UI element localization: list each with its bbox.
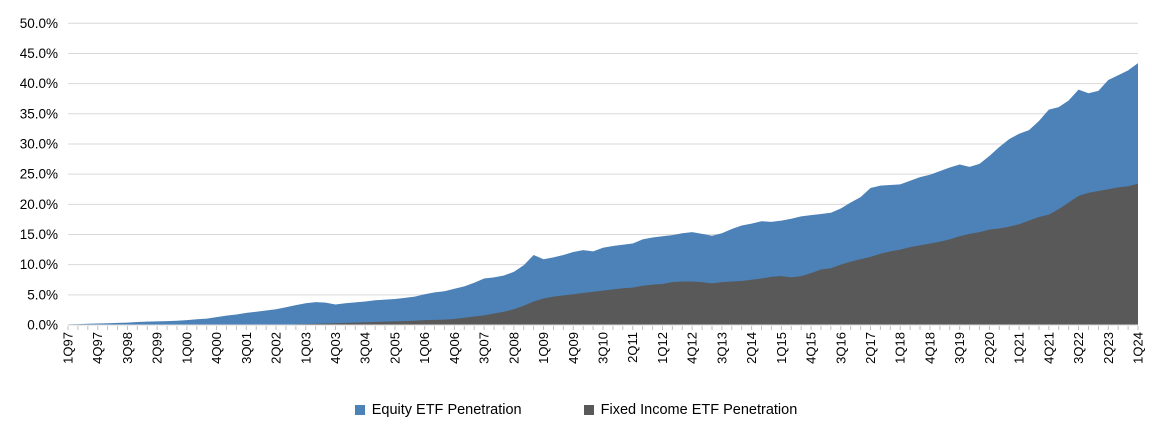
y-axis-tick-label: 35.0% <box>20 106 58 121</box>
x-axis-tick-label: 2Q23 <box>1101 332 1116 364</box>
x-axis-tick-label: 1Q03 <box>298 332 313 364</box>
x-axis-tick-label: 1Q06 <box>417 332 432 364</box>
y-axis-tick-label: 30.0% <box>20 136 58 151</box>
x-axis-tick-label: 2Q05 <box>387 332 402 364</box>
legend-label-fixed-income: Fixed Income ETF Penetration <box>600 402 798 418</box>
x-axis-tick-label: 4Q21 <box>1041 332 1056 364</box>
y-axis-tick-label: 50.0% <box>20 16 58 31</box>
x-axis-tick-label: 4Q97 <box>90 332 105 364</box>
x-axis-tick-label: 3Q98 <box>120 332 135 364</box>
y-axis-tick-label: 10.0% <box>20 257 58 272</box>
x-axis-tick-label: 1Q09 <box>536 332 551 364</box>
x-axis-tick-label: 4Q18 <box>922 332 937 364</box>
x-axis-tick-label: 4Q06 <box>447 332 462 364</box>
legend-item-fixed-income: Fixed Income ETF Penetration <box>583 402 798 418</box>
x-axis-tick-label: 3Q10 <box>596 332 611 364</box>
equity-series-swatch-icon <box>354 405 365 415</box>
legend-label-equity: Equity ETF Penetration <box>371 402 522 418</box>
x-axis-tick-label: 3Q22 <box>1071 332 1086 364</box>
x-axis-tick-label: 4Q12 <box>685 332 700 364</box>
x-axis-tick-label: 4Q00 <box>209 332 224 364</box>
x-axis-tick-label: 4Q15 <box>804 332 819 364</box>
x-axis-tick-label: 2Q11 <box>625 332 640 363</box>
x-axis-tick-label: 2Q08 <box>506 332 521 364</box>
x-axis-tick-label: 2Q17 <box>863 332 878 364</box>
x-axis-tick-label: 1Q15 <box>774 332 789 364</box>
x-axis-tick-label: 1Q21 <box>1012 332 1027 364</box>
x-axis-tick-label: 3Q07 <box>477 332 492 364</box>
x-axis-tick-label: 4Q09 <box>566 332 581 364</box>
x-axis-tick-label: 3Q19 <box>952 332 967 364</box>
y-axis-tick-label: 25.0% <box>20 167 58 182</box>
fixed-income-area <box>68 183 1138 325</box>
y-axis-tick-label: 20.0% <box>20 197 58 212</box>
stacked-area-plot: 0.0% 5.0% 10.0% 15.0% 20.0% 25.0% 30.0% 35.0% 40… <box>20 16 1146 364</box>
chart-legend: Equity ETF Penetration Fixed Income ETF … <box>0 402 1152 418</box>
x-axis-tick-label: 2Q02 <box>269 332 284 364</box>
y-axis-tick-label: 0.0% <box>27 318 58 333</box>
x-axis-tick-label: 3Q01 <box>239 332 254 364</box>
x-axis-tick-label: 3Q16 <box>833 332 848 364</box>
fixed-income-series-swatch-icon <box>583 405 594 415</box>
y-axis-tick-label: 45.0% <box>20 46 58 61</box>
x-axis-tick-label: 2Q99 <box>150 332 165 364</box>
y-axis-tick-label: 15.0% <box>20 227 58 242</box>
y-axis-tick-label: 5.0% <box>27 287 58 302</box>
x-axis-tick-label: 3Q04 <box>358 332 373 364</box>
legend-item-equity: Equity ETF Penetration <box>354 402 522 418</box>
y-axis-tick-label: 40.0% <box>20 76 58 91</box>
x-axis-tick-label: 3Q13 <box>714 332 729 364</box>
x-axis-tick-label: 1Q18 <box>893 332 908 364</box>
x-axis-tick-label: 1Q12 <box>655 332 670 364</box>
x-axis-tick-label: 1Q97 <box>61 332 76 364</box>
x-axis-tick-label: 4Q03 <box>328 332 343 364</box>
x-axis-tick-label: 1Q00 <box>179 332 194 364</box>
x-axis-tick-label: 2Q14 <box>744 332 759 364</box>
x-axis-tick-label: 2Q20 <box>982 332 997 364</box>
x-axis-tick-label: 1Q24 <box>1131 332 1146 364</box>
